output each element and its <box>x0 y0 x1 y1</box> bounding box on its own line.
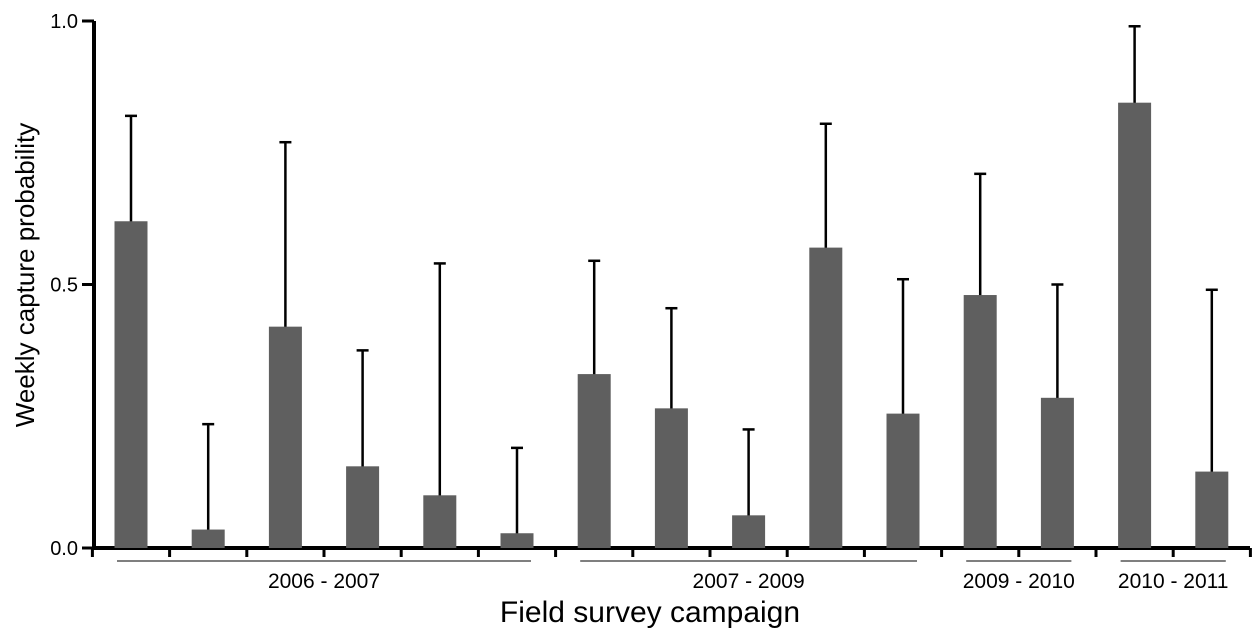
bar <box>886 413 920 548</box>
group-label: 2010 - 2011 <box>1118 570 1229 593</box>
bar <box>809 247 843 549</box>
bar <box>1040 397 1074 548</box>
axis-ticks: 0.0 0.5 1.0 <box>50 11 1252 560</box>
bar <box>500 533 534 548</box>
y-tick-label: 0.5 <box>50 275 78 297</box>
bar <box>577 374 611 548</box>
bar <box>963 295 997 548</box>
bar <box>268 326 302 548</box>
bar <box>1195 471 1229 548</box>
campaign-groups: 2006 - 2007 2007 - 2009 2009 - 2010 2010 - … <box>117 560 1229 593</box>
x-axis-label: Field survey campaign <box>500 596 800 629</box>
bar <box>423 495 457 548</box>
bar <box>346 466 380 548</box>
bar <box>654 408 688 548</box>
y-axis-label: Weekly capture probability <box>10 123 40 427</box>
group-label: 2009 - 2010 <box>963 570 1075 593</box>
bar <box>114 221 148 548</box>
group-label: 2006 - 2007 <box>268 570 380 593</box>
bar <box>191 529 225 548</box>
bar <box>732 515 766 548</box>
bar-series <box>114 102 1229 549</box>
group-label: 2007 - 2009 <box>693 570 805 593</box>
y-tick-label: 1.0 <box>50 11 78 33</box>
bar <box>1118 102 1152 548</box>
y-tick-label: 0.0 <box>50 538 78 560</box>
